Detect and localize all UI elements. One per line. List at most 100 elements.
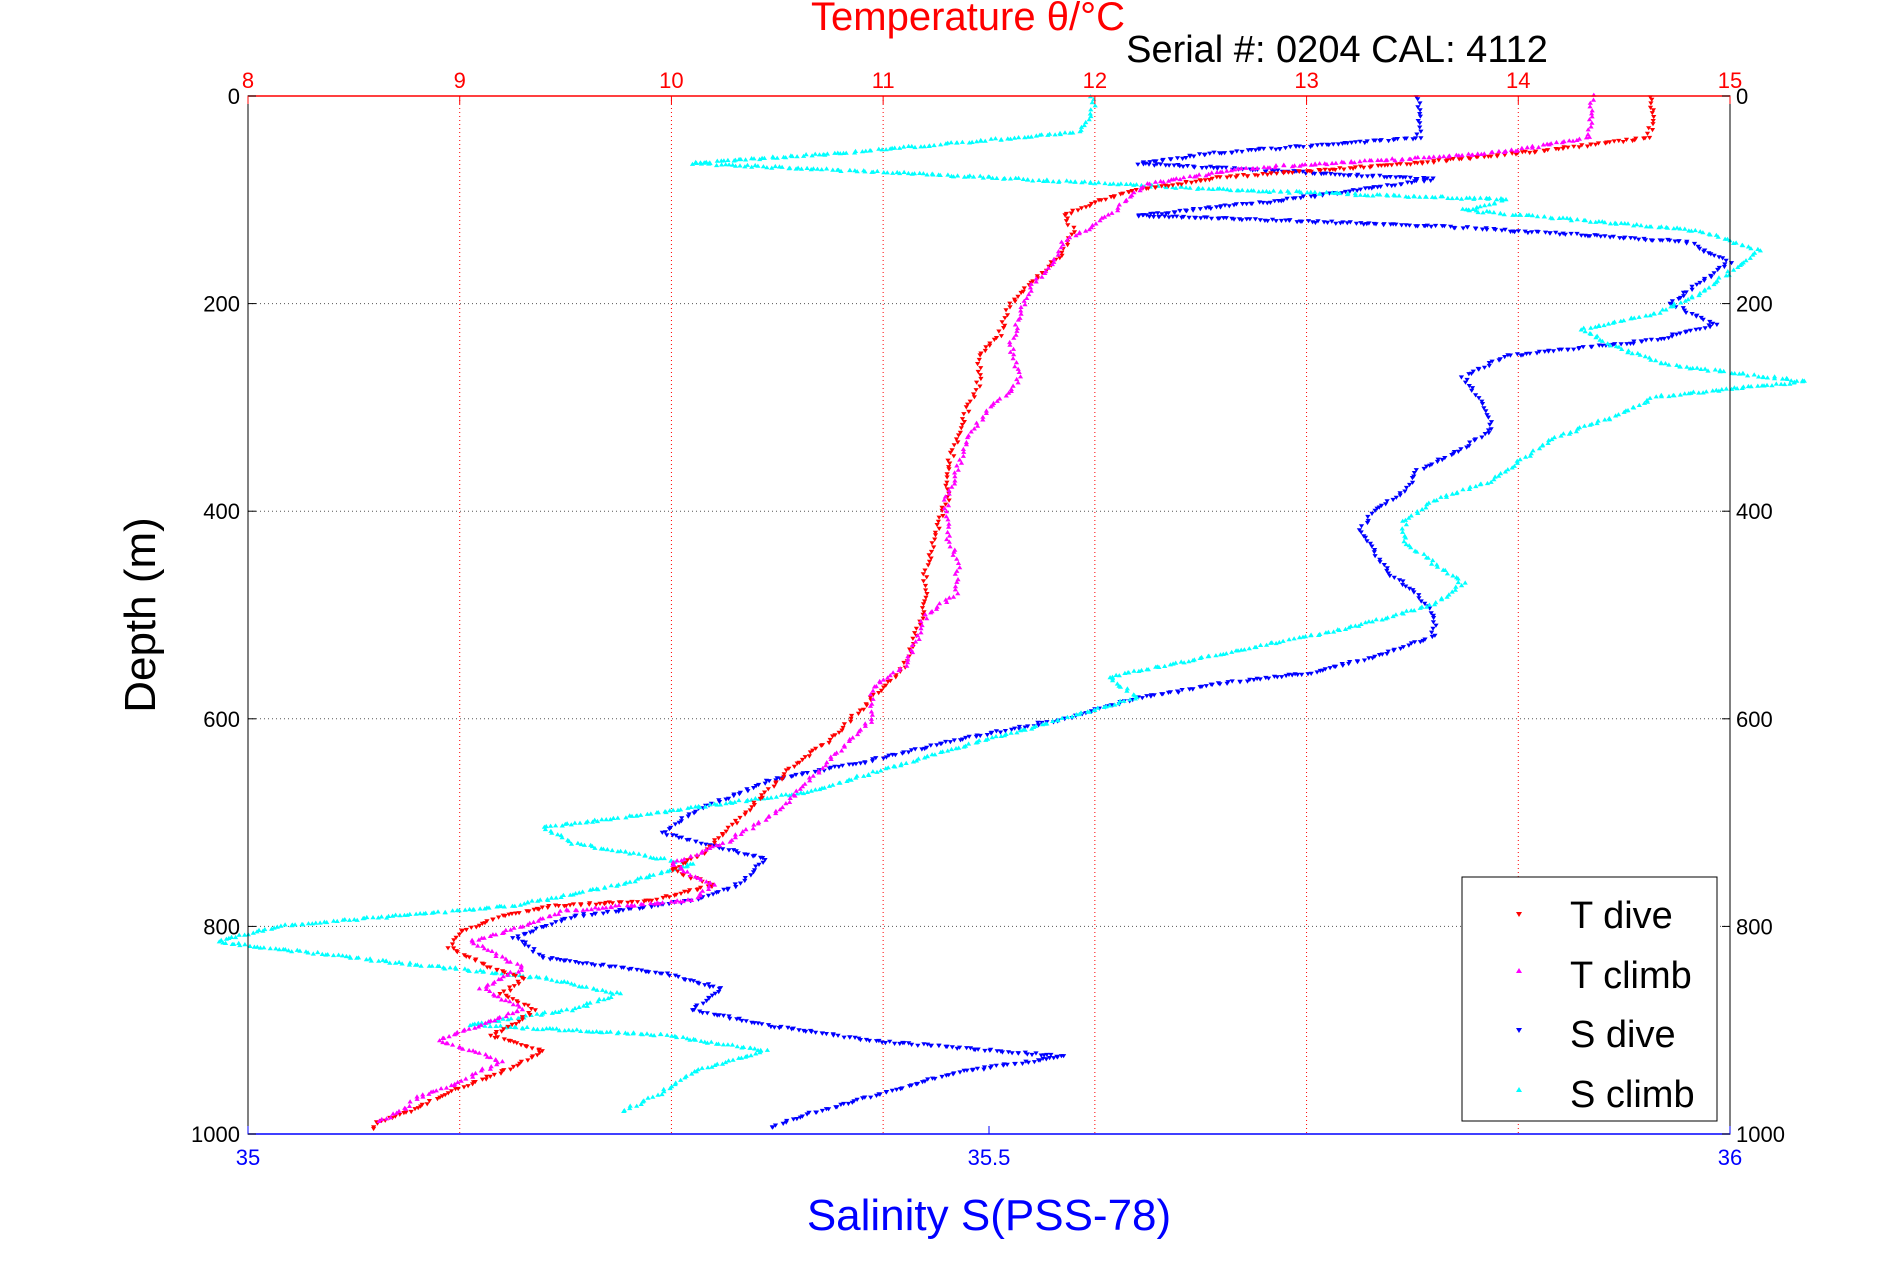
data-point: [1400, 518, 1406, 523]
data-point: [461, 1085, 467, 1090]
data-point: [1592, 324, 1598, 329]
data-point: [590, 819, 596, 824]
data-point: [777, 807, 783, 812]
data-point: [803, 1029, 809, 1034]
data-point: [516, 981, 522, 987]
data-point: [1616, 344, 1622, 349]
data-point: [977, 173, 983, 178]
data-point: [1086, 227, 1092, 232]
data-point: [1433, 623, 1439, 628]
data-point: [1011, 335, 1017, 340]
data-point: [1261, 164, 1267, 169]
data-point: [660, 895, 666, 901]
data-point: [1093, 221, 1099, 226]
data-point: [384, 915, 390, 920]
data-point: [1333, 160, 1339, 165]
data-point: [1711, 253, 1717, 258]
data-point: [1018, 308, 1024, 313]
data-point: [1109, 210, 1115, 215]
data-point: [1092, 200, 1098, 205]
data-point: [1315, 219, 1321, 224]
data-point: [946, 595, 952, 600]
data-point: [1707, 325, 1713, 330]
data-point: [736, 1055, 742, 1060]
data-point: [487, 988, 493, 993]
data-point: [1320, 192, 1326, 197]
data-point: [690, 979, 697, 984]
data-point: [1324, 220, 1331, 225]
data-point: [743, 157, 749, 162]
data-point: [907, 1084, 913, 1089]
data-point: [1039, 271, 1045, 276]
data-point: [1700, 317, 1706, 322]
data-point: [670, 862, 676, 867]
data-point: [593, 902, 599, 907]
data-point: [1791, 379, 1797, 384]
data-point: [992, 136, 999, 141]
data-point: [487, 1054, 494, 1060]
data-point: [1613, 221, 1619, 226]
data-point: [1263, 188, 1270, 194]
data-point: [553, 920, 559, 925]
data-point: [531, 907, 537, 912]
data-point: [299, 921, 305, 926]
data-point: [429, 910, 435, 915]
data-point: [568, 841, 575, 846]
data-point: [545, 897, 551, 902]
data-point: [1298, 196, 1304, 201]
data-point: [779, 164, 785, 169]
data-point: [1607, 235, 1613, 240]
data-point: [658, 1031, 664, 1037]
data-point: [1578, 327, 1584, 332]
data-point: [600, 846, 606, 851]
data-point: [1466, 444, 1472, 449]
data-point: [1455, 579, 1461, 585]
data-point: [672, 822, 678, 827]
data-point: [945, 458, 951, 463]
data-point: [826, 740, 832, 746]
data-point: [340, 953, 346, 958]
data-point: [1033, 133, 1039, 138]
data-point: [854, 169, 860, 174]
data-point: [1277, 189, 1283, 194]
data-point: [699, 888, 706, 893]
data-point: [1346, 625, 1352, 630]
data-point: [950, 552, 956, 557]
data-point: [1016, 175, 1022, 180]
data-point: [1655, 338, 1661, 343]
data-point: [499, 954, 505, 959]
data-point: [587, 887, 593, 892]
data-point: [975, 369, 981, 375]
data-point: [1710, 388, 1716, 393]
data-point: [1163, 211, 1169, 216]
data-point: [714, 162, 720, 168]
data-point: [706, 996, 712, 1001]
data-point: [1071, 230, 1078, 235]
data-point: [575, 840, 581, 845]
data-point: [1133, 188, 1139, 193]
data-point: [909, 1042, 915, 1047]
data-point: [496, 976, 502, 982]
data-point: [704, 998, 710, 1004]
data-point: [492, 993, 498, 998]
data-point: [1362, 186, 1368, 191]
data-point: [564, 1007, 570, 1012]
data-point: [543, 1026, 550, 1031]
data-point: [505, 1011, 511, 1016]
data-point: [952, 478, 958, 483]
data-point: [1581, 325, 1587, 330]
data-point: [1488, 150, 1494, 155]
data-point: [539, 905, 545, 910]
data-point: [1365, 514, 1371, 520]
data-point: [1549, 216, 1556, 221]
data-point: [1800, 379, 1806, 384]
data-point: [1029, 1052, 1035, 1058]
data-point: [1054, 1055, 1061, 1060]
data-point: [1260, 172, 1266, 177]
data-point: [1304, 169, 1310, 174]
data-point: [458, 1078, 464, 1083]
data-point: [1425, 555, 1431, 560]
data-point: [1086, 117, 1092, 122]
data-point: [1499, 198, 1505, 203]
